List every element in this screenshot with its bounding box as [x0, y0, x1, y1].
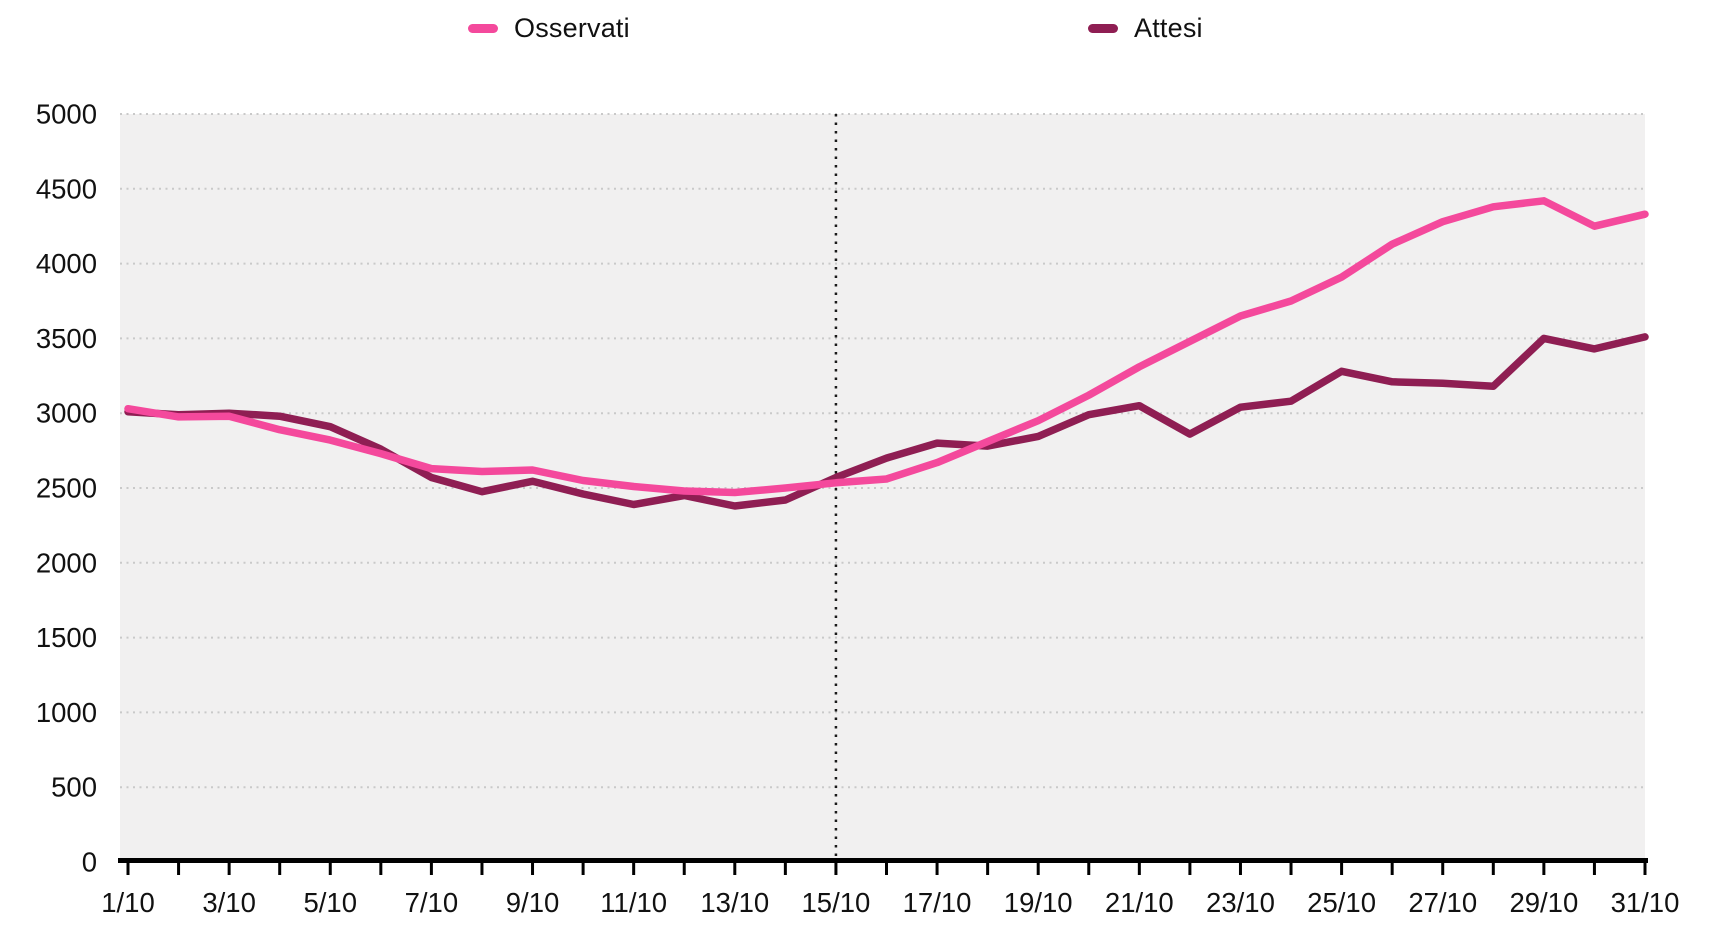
y-axis-labels: 0 500 1000 1500 2000 2500 3000 3500 4000 4500 5000 — [36, 99, 97, 878]
x-axis-labels: 1/10 3/10 5/10 7/10 9/10 11/10 13/10 15/10 17/10… — [101, 887, 1679, 918]
chart-legend: Osservati Attesi — [0, 10, 1712, 50]
attesi-swatch-icon — [1088, 23, 1118, 33]
x-tick-label: 27/10 — [1408, 887, 1477, 918]
series-line-attesi — [124, 333, 1649, 510]
x-tick-label: 7/10 — [405, 887, 459, 918]
y-tick-label: 0 — [82, 847, 97, 878]
y-tick-label: 500 — [51, 772, 97, 803]
x-tick-label: 13/10 — [700, 887, 769, 918]
x-tick-label: 25/10 — [1307, 887, 1376, 918]
x-tick-label: 31/10 — [1611, 887, 1680, 918]
x-tick-label: 17/10 — [903, 887, 972, 918]
y-tick-label: 1000 — [36, 697, 97, 728]
x-tick-label: 29/10 — [1509, 887, 1578, 918]
legend-label-osservati: Osservati — [514, 12, 630, 43]
legend-label-attesi: Attesi — [1134, 12, 1203, 43]
x-tick-label: 9/10 — [506, 887, 560, 918]
x-axis-ticks — [126, 862, 1647, 875]
series-line-osservati — [124, 197, 1649, 497]
x-tick-label: 1/10 — [101, 887, 155, 918]
y-tick-label: 2500 — [36, 473, 97, 504]
x-tick-label: 23/10 — [1206, 887, 1275, 918]
x-tick-label: 5/10 — [304, 887, 358, 918]
gridlines — [120, 113, 1645, 789]
y-tick-label: 3500 — [36, 323, 97, 354]
x-tick-label: 11/10 — [600, 887, 667, 918]
x-tick-label: 15/10 — [802, 887, 871, 918]
y-tick-label: 4000 — [36, 248, 97, 279]
x-tick-label: 3/10 — [202, 887, 256, 918]
legend-item-attesi: Attesi — [1088, 10, 1203, 46]
y-tick-label: 1500 — [36, 622, 97, 653]
y-tick-label: 5000 — [36, 99, 97, 130]
osservati-swatch-icon — [468, 23, 498, 33]
y-tick-label: 3000 — [36, 398, 97, 429]
x-tick-label: 19/10 — [1004, 887, 1073, 918]
x-tick-label: 21/10 — [1105, 887, 1174, 918]
y-tick-label: 2000 — [36, 547, 97, 578]
legend-item-osservati: Osservati — [468, 10, 630, 46]
y-tick-label: 4500 — [36, 173, 97, 204]
